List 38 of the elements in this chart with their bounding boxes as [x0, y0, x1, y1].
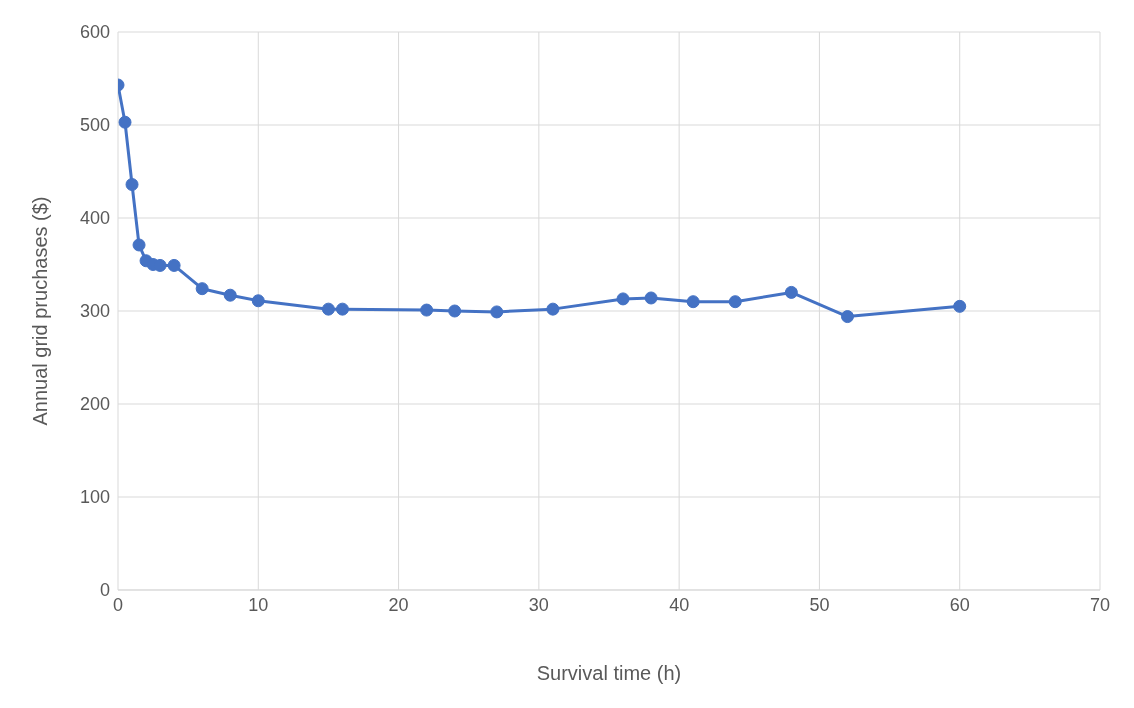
x-tick-label: 30	[528, 594, 549, 615]
point	[784, 285, 798, 299]
y-axis-title: Annual grid pruchases ($)	[29, 196, 52, 426]
y-tick-label: 200	[79, 394, 110, 415]
point	[840, 310, 854, 324]
y-tick-label: 400	[79, 208, 110, 229]
point	[125, 178, 139, 192]
x-tick-label: 20	[388, 594, 409, 615]
point	[118, 115, 132, 129]
y-tick-label: 0	[99, 580, 110, 601]
y-tick-label: 100	[79, 487, 110, 508]
x-tick-label: 0	[112, 594, 124, 615]
point	[153, 258, 167, 272]
point	[321, 302, 335, 316]
point	[223, 288, 237, 302]
x-tick-label: 70	[1089, 594, 1111, 615]
y-tick-label: 600	[79, 22, 110, 43]
y-tick-label: 500	[79, 115, 110, 136]
point	[132, 238, 146, 252]
point	[167, 258, 181, 272]
y-tick-label: 300	[79, 301, 110, 322]
point	[644, 291, 658, 305]
point	[335, 302, 349, 316]
point	[195, 282, 209, 296]
x-tick-label: 10	[248, 594, 269, 615]
point	[686, 295, 700, 309]
point	[546, 302, 560, 316]
x-tick-label: 60	[949, 594, 970, 615]
point	[953, 299, 967, 313]
point	[420, 303, 434, 317]
x-axis-title: Survival time (h)	[536, 662, 682, 684]
point	[448, 304, 462, 318]
x-tick-label: 40	[669, 594, 690, 615]
x-tick-label: 50	[809, 594, 830, 615]
point	[251, 294, 265, 308]
point	[728, 295, 742, 309]
point	[616, 292, 630, 306]
point	[490, 305, 504, 319]
